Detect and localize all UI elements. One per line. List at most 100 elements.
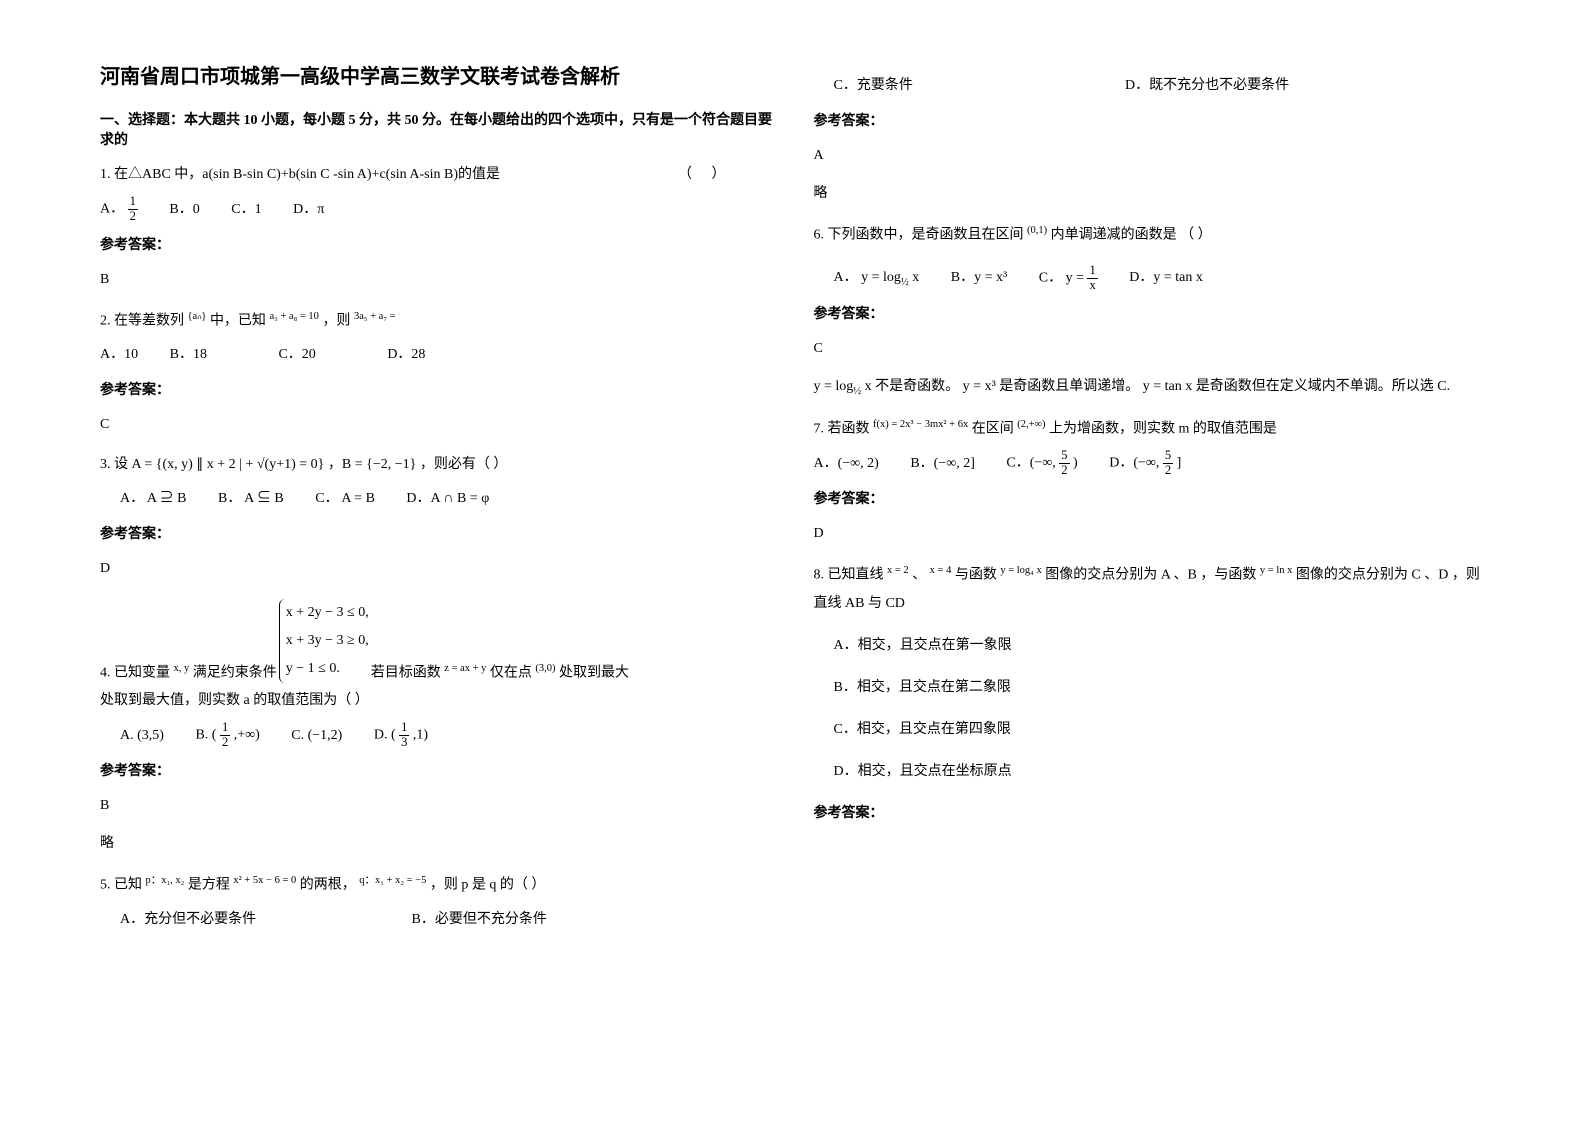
q3-text-end: ，则必有（ ）	[420, 457, 508, 472]
q7-optC: C．(−∞, 5 2 )	[1006, 449, 1077, 478]
question-6: 6. 下列函数中，是奇函数且在区间 (0,1) 内单调递减的函数是 （ ） A．…	[814, 220, 1488, 402]
q5-note: 略	[814, 180, 1488, 208]
q6-optA: A． y = log½ x	[834, 264, 920, 293]
q3-text-pre: 3. 设 A =	[100, 457, 156, 472]
question-2: 2. 在等差数列 {aₙ} 中，已知 a₃ + a₈ = 10 ，则 3a₅ +…	[100, 306, 774, 440]
q4-text-obj: 若目标函数	[371, 665, 441, 680]
q3-setA: {(x, y) ∥ x + 2 | + √(y+1) = 0}	[156, 457, 325, 472]
q8-text-2: 与函数	[955, 568, 997, 583]
q5-text-end: ，则 p 是 q 的（ ）	[430, 878, 546, 893]
q5-optC: C．充要条件	[834, 72, 1094, 100]
q7-text-end: 上为增函数，则实数 m 的取值范围是	[1049, 421, 1277, 436]
q8-f1: y = log₄ x	[1000, 565, 1041, 576]
question-3: 3. 设 A = {(x, y) ∥ x + 2 | + √(y+1) = 0}…	[100, 451, 774, 583]
q8-f2: y = ln x	[1260, 565, 1292, 576]
left-column: 河南省周口市项城第一高级中学高三数学文联考试卷含解析 一、选择题：本大题共 10…	[80, 60, 794, 1062]
q1-optD: D．π	[293, 196, 324, 224]
q4-c3: y − 1 ≤ 0.	[286, 655, 369, 683]
q4-pt: (3,0)	[535, 663, 555, 674]
q5-answer-label: 参考答案：	[814, 108, 1488, 136]
q2-text-pre: 2. 在等差数列	[100, 313, 184, 328]
q7-answer: D	[814, 520, 1488, 548]
q6-optC: C． y = 1 x	[1039, 264, 1098, 293]
question-7: 7. 若函数 f(x) = 2x³ − 3mx² + 6x 在区间 (2,+∞)…	[814, 414, 1488, 548]
q2-eq3: 3a₅ + a₇ =	[354, 311, 396, 322]
q4-c1: x + 2y − 3 ≤ 0,	[286, 599, 369, 627]
q5-p: p：x₁, x₂	[146, 875, 185, 886]
question-5-cont: C．充要条件 D．既不充分也不必要条件 参考答案： A 略	[814, 72, 1488, 208]
q7-text-mid: 在区间	[972, 421, 1014, 436]
section-header: 一、选择题：本大题共 10 小题，每小题 5 分，共 50 分。在每小题给出的四…	[100, 109, 774, 149]
q5-eq: x² + 5x − 6 = 0	[233, 875, 296, 886]
q1-frac: 1 2	[128, 195, 138, 224]
q1-optC: C．1	[231, 196, 261, 224]
q5-answer: A	[814, 142, 1488, 170]
q5-q: q：x₁ + x₂ = −5	[359, 875, 426, 886]
q6-text-pre: 6. 下列函数中，是奇函数且在区间	[814, 228, 1024, 243]
q7-optD: D．(−∞, 5 2 ]	[1109, 449, 1181, 478]
q6-options: A． y = log½ x B．y = x³ C． y = 1 x D．y = …	[834, 264, 1488, 293]
q6-interval: (0,1)	[1027, 225, 1047, 236]
q2-answer-label: 参考答案：	[100, 377, 774, 405]
q2-text-mid: 中，已知	[210, 313, 266, 328]
q4-obj: z = ax + y	[444, 663, 486, 674]
question-4: 4. 已知变量 x, y 满足约束条件 x + 2y − 3 ≤ 0, x + …	[100, 595, 774, 858]
q8-optD: D．相交，且交点在坐标原点	[834, 758, 1488, 786]
question-5: 5. 已知 p：x₁, x₂ 是方程 x² + 5x − 6 = 0 的两根， …	[100, 870, 774, 934]
q2-eq1: {aₙ}	[188, 311, 207, 322]
q4-text-at: 仅在点	[490, 665, 532, 680]
q8-x2: x = 4	[930, 565, 952, 576]
q4-note: 略	[100, 830, 774, 858]
q4-options: A. (3,5) B. ( 1 2 ,+∞) C. (−1,2) D. ( 1 …	[120, 721, 774, 750]
q2-optA: A．10	[100, 341, 138, 369]
q6-optB: B．y = x³	[951, 264, 1007, 292]
q8-optB: B．相交，且交点在第二象限	[834, 674, 1488, 702]
q4-optB: B. ( 1 2 ,+∞)	[195, 721, 259, 750]
q7-fn: f(x) = 2x³ − 3mx² + 6x	[873, 419, 968, 430]
q7-optB: B．(−∞, 2]	[910, 450, 975, 478]
q8-text-pre: 8. 已知直线	[814, 568, 884, 583]
q2-options: A．10 B．18 C．20 D．28	[100, 341, 774, 369]
q7-text-pre: 7. 若函数	[814, 421, 870, 436]
q5-text-pre: 5. 已知	[100, 878, 142, 893]
q4-max: 处取到最大	[559, 665, 629, 680]
q3-options: A． A ⊇ B B． A ⊆ B C． A = B D．A ∩ B = φ	[120, 485, 774, 513]
q6-answer: C	[814, 335, 1488, 363]
q8-optC: C．相交，且交点在第四象限	[834, 716, 1488, 744]
q8-text-1: 、	[912, 568, 926, 583]
q7-options: A．(−∞, 2) B．(−∞, 2] C．(−∞, 5 2 ) D．(−∞, …	[814, 449, 1488, 478]
q3-text-mid: ，B =	[328, 457, 366, 472]
q3-setB: {−2, −1}	[366, 457, 416, 472]
q3-optC: C． A = B	[315, 485, 375, 513]
q3-optA: A． A ⊇ B	[120, 485, 187, 513]
q5-options-2: C．充要条件 D．既不充分也不必要条件	[834, 72, 1488, 100]
q1-options: A． 1 2 B．0 C．1 D．π	[100, 195, 774, 224]
q7-optA: A．(−∞, 2)	[814, 450, 879, 478]
q2-optD: D．28	[387, 341, 425, 369]
q3-optD: D．A ∩ B = φ	[406, 485, 489, 513]
q7-interval: (2,+∞)	[1017, 419, 1045, 430]
q1-answer-label: 参考答案：	[100, 232, 774, 260]
q4-var: x, y	[174, 663, 190, 674]
q4-answer-label: 参考答案：	[100, 758, 774, 786]
page-title: 河南省周口市项城第一高级中学高三数学文联考试卷含解析	[100, 60, 774, 89]
q4-text-pre: 4. 已知变量	[100, 665, 170, 680]
q2-text-end: ，则	[322, 313, 350, 328]
q2-optC: C．20	[278, 341, 315, 369]
q1-optB: B．0	[169, 196, 199, 224]
q1-optA: A． 1 2	[100, 195, 138, 224]
q4-text-end: 处取到最大值，则实数 a 的取值范围为（ ）	[100, 693, 369, 708]
q8-optA: A．相交，且交点在第一象限	[834, 632, 1488, 660]
q4-optD: D. ( 1 3 ,1)	[374, 721, 428, 750]
q4-optC: C. (−1,2)	[291, 722, 342, 750]
q4-optA: A. (3,5)	[120, 722, 164, 750]
q1-answer: B	[100, 266, 774, 294]
q8-answer-label: 参考答案：	[814, 800, 1488, 828]
q3-answer-label: 参考答案：	[100, 521, 774, 549]
q2-answer: C	[100, 411, 774, 439]
q5-text-mid: 是方程	[188, 878, 230, 893]
q7-answer-label: 参考答案：	[814, 486, 1488, 514]
q4-brace: x + 2y − 3 ≤ 0, x + 3y − 3 ≥ 0, y − 1 ≤ …	[279, 599, 369, 683]
q5-optA: A．充分但不必要条件	[120, 906, 380, 934]
q4-c2: x + 3y − 3 ≥ 0,	[286, 627, 369, 655]
